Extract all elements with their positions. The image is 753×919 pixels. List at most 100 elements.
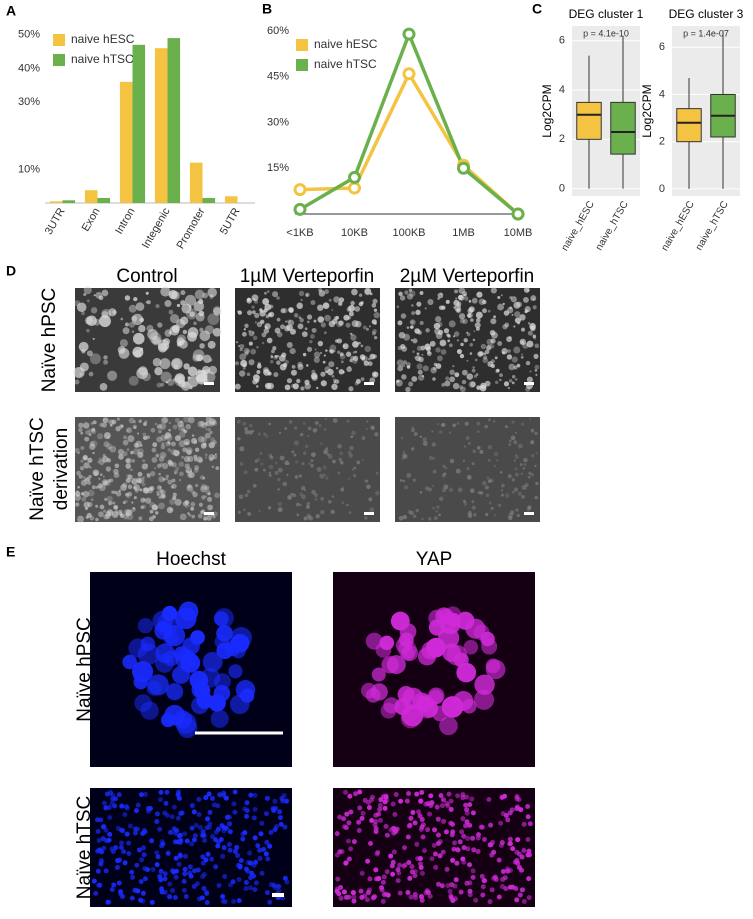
y-tick-label: 50%	[18, 29, 40, 41]
cell	[372, 329, 377, 334]
nucleus	[155, 653, 175, 673]
cell	[105, 511, 112, 517]
cell	[284, 427, 288, 430]
cell	[193, 301, 205, 312]
nucleus	[154, 862, 160, 868]
panel-letter: B	[262, 1, 272, 17]
nucleus	[101, 800, 107, 806]
nucleus	[196, 812, 202, 818]
nucleus	[428, 803, 434, 809]
cell	[98, 477, 101, 480]
column-header: 2µM Verteporfin	[400, 266, 535, 287]
cell	[111, 490, 115, 494]
nucleus	[175, 607, 197, 630]
nucleus	[464, 819, 470, 825]
cell	[526, 507, 531, 512]
cell	[339, 352, 344, 357]
cell	[310, 463, 314, 468]
y-axis-label: Log2CPM	[640, 84, 654, 137]
cell	[193, 321, 197, 325]
cell	[132, 507, 136, 510]
nucleus	[365, 858, 371, 864]
cell	[99, 504, 105, 510]
cell	[124, 322, 129, 327]
cell	[345, 322, 351, 328]
cell	[433, 516, 438, 521]
box	[576, 101, 602, 140]
nucleus	[459, 829, 465, 835]
cell	[93, 294, 96, 297]
nucleus	[205, 851, 211, 857]
nucleus	[145, 867, 151, 873]
cell	[511, 490, 515, 494]
x-tick-label: 1MB	[452, 227, 475, 239]
cell	[493, 315, 497, 319]
cell	[268, 471, 272, 474]
cell	[350, 435, 354, 439]
nucleus	[384, 797, 390, 803]
cell	[467, 513, 473, 518]
cell	[183, 438, 191, 446]
nucleus	[189, 825, 195, 831]
cell	[298, 474, 302, 478]
cell	[93, 471, 99, 477]
cell	[156, 490, 160, 494]
nucleus	[470, 874, 476, 880]
cell	[159, 488, 163, 493]
nucleus	[402, 862, 408, 868]
cell	[103, 359, 109, 365]
nucleus	[447, 888, 453, 894]
cell	[154, 422, 158, 426]
cell	[145, 497, 152, 504]
cell	[440, 349, 447, 355]
nucleus	[119, 803, 125, 809]
cell	[366, 420, 369, 423]
cell	[490, 338, 495, 344]
nucleus	[258, 831, 264, 837]
nucleus	[360, 810, 366, 816]
micrograph	[235, 288, 380, 392]
nucleus	[419, 894, 425, 900]
cell	[354, 350, 358, 354]
point	[457, 161, 470, 175]
cell	[169, 508, 173, 512]
nucleus	[195, 867, 201, 873]
nucleus	[133, 808, 139, 814]
cell	[296, 513, 300, 517]
cell	[118, 454, 124, 460]
nucleus	[126, 851, 132, 857]
nucleus	[385, 892, 391, 898]
cell	[444, 380, 451, 387]
cell	[135, 477, 142, 483]
cell	[459, 353, 465, 359]
y-tick-label: 0	[559, 183, 565, 195]
nucleus	[416, 697, 438, 719]
cell	[322, 465, 327, 470]
nucleus	[353, 791, 359, 797]
cell	[442, 464, 446, 468]
cell	[208, 365, 218, 375]
nucleus	[380, 898, 386, 904]
nucleus	[213, 684, 231, 702]
cell	[170, 485, 174, 489]
cell	[78, 422, 84, 428]
cell	[457, 301, 462, 306]
cell	[468, 442, 471, 445]
nucleus	[422, 848, 428, 854]
cell	[76, 494, 80, 498]
cell	[159, 462, 164, 467]
cell	[352, 474, 357, 478]
cell	[503, 381, 510, 387]
cell	[470, 318, 474, 322]
cell	[292, 493, 297, 498]
nucleus	[109, 800, 115, 806]
cell	[310, 300, 316, 306]
cell	[264, 291, 267, 295]
nucleus	[162, 605, 178, 621]
cell	[416, 352, 420, 356]
cell	[464, 421, 469, 426]
cell	[256, 385, 259, 388]
cell	[264, 382, 272, 390]
y-tick-label: 0	[659, 183, 665, 195]
nucleus	[247, 860, 253, 866]
